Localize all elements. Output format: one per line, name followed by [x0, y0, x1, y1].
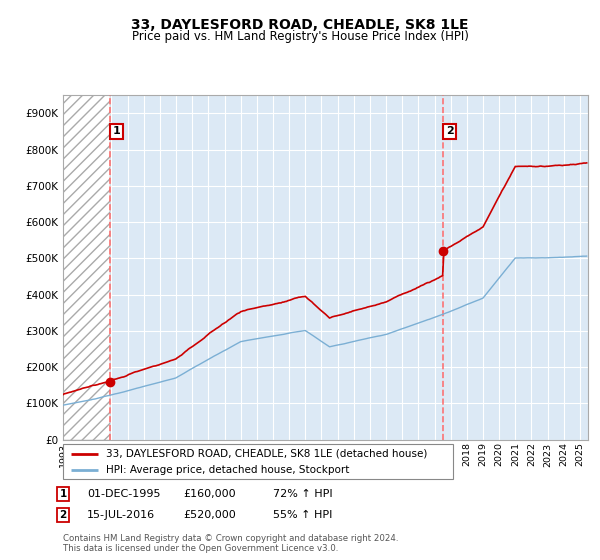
Text: 2: 2 — [446, 127, 454, 137]
Text: 2: 2 — [59, 510, 67, 520]
Text: 01-DEC-1995: 01-DEC-1995 — [87, 489, 161, 499]
Text: 33, DAYLESFORD ROAD, CHEADLE, SK8 1LE (detached house): 33, DAYLESFORD ROAD, CHEADLE, SK8 1LE (d… — [106, 449, 427, 459]
Text: Contains HM Land Registry data © Crown copyright and database right 2024.: Contains HM Land Registry data © Crown c… — [63, 534, 398, 543]
Text: £520,000: £520,000 — [183, 510, 236, 520]
Text: 33, DAYLESFORD ROAD, CHEADLE, SK8 1LE: 33, DAYLESFORD ROAD, CHEADLE, SK8 1LE — [131, 18, 469, 32]
Text: Price paid vs. HM Land Registry's House Price Index (HPI): Price paid vs. HM Land Registry's House … — [131, 30, 469, 43]
Text: 15-JUL-2016: 15-JUL-2016 — [87, 510, 155, 520]
Text: £160,000: £160,000 — [183, 489, 236, 499]
Text: This data is licensed under the Open Government Licence v3.0.: This data is licensed under the Open Gov… — [63, 544, 338, 553]
Text: 55% ↑ HPI: 55% ↑ HPI — [273, 510, 332, 520]
Text: 1: 1 — [113, 127, 120, 137]
Bar — [63, 95, 110, 440]
Text: HPI: Average price, detached house, Stockport: HPI: Average price, detached house, Stoc… — [106, 465, 349, 475]
Text: 1: 1 — [59, 489, 67, 499]
Text: 72% ↑ HPI: 72% ↑ HPI — [273, 489, 332, 499]
